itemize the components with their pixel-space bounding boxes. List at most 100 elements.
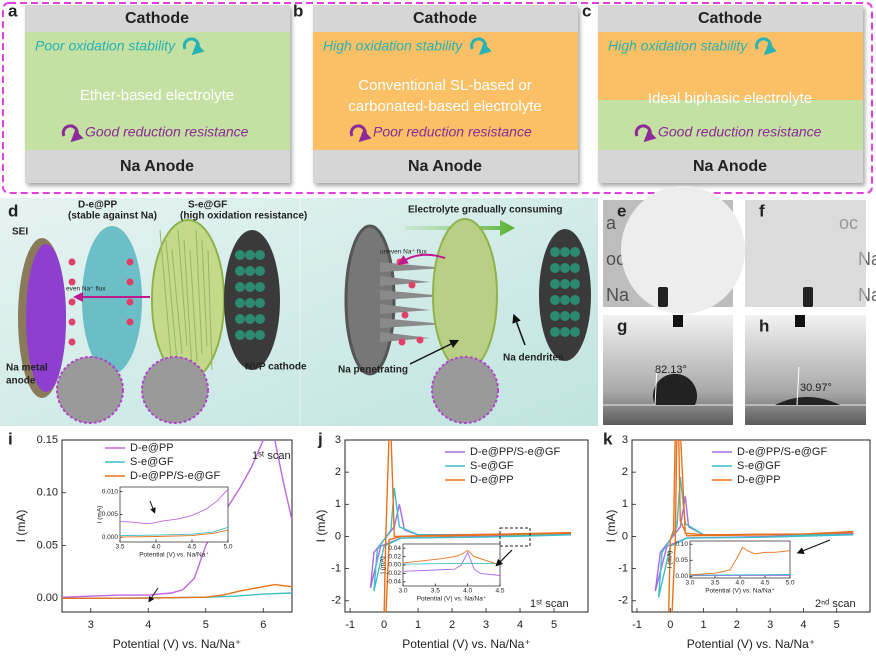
x-tick-label: 4.5 — [187, 544, 196, 551]
x-tick-label: -1 — [632, 619, 642, 631]
nvp-particle — [235, 298, 245, 308]
series-line — [657, 476, 854, 598]
fiber — [165, 239, 178, 363]
needle — [795, 315, 805, 327]
oxidation-text: High oxidation stability — [608, 38, 748, 54]
nvp-particle — [570, 263, 580, 273]
na-ion — [126, 258, 134, 266]
plot-frame — [344, 439, 589, 613]
nvp-particle — [255, 330, 265, 340]
panel-label: g — [617, 316, 627, 335]
reduction-text: Poor reduction resistance — [373, 124, 532, 140]
uneven-flux-arrow — [397, 253, 446, 265]
na-ion — [126, 278, 134, 286]
legend-label: S-e@GF — [130, 456, 174, 468]
angle-line — [796, 366, 800, 406]
penetrating-label: Na penetrating — [338, 365, 408, 376]
nvp-particle — [570, 327, 580, 337]
panel-label: j — [317, 429, 323, 448]
nvp-particle — [550, 247, 560, 257]
x-tick-label: 1 — [415, 619, 421, 631]
na-ion — [68, 318, 76, 326]
dendrite — [380, 332, 430, 342]
nvp-particle — [570, 295, 580, 305]
y-tick-label: -0.02 — [386, 570, 401, 577]
legend-label: D-e@PP/S-e@GF — [130, 470, 220, 482]
electrolyte-text: carbonated-based electrolyte — [348, 98, 541, 115]
legend-label: S-e@GF — [737, 460, 781, 472]
plot-frame — [631, 439, 871, 613]
y-axis-title: I (mA) — [97, 506, 104, 524]
na-ion — [68, 298, 76, 306]
photo-text: Na — [606, 285, 630, 305]
y-tick-label: -2 — [618, 595, 628, 607]
nvp-particle — [560, 247, 570, 257]
series-line — [690, 574, 790, 576]
fiber — [183, 239, 193, 371]
x-tick-label: 5.0 — [223, 544, 232, 551]
na-ion — [401, 311, 409, 319]
x-axis-title: Potential (V) vs. Na/Na⁺ — [687, 637, 815, 651]
legend-label: S-e@GF — [470, 460, 514, 472]
electrolyte-text: Ideal biphasic electrolyte — [648, 90, 812, 107]
fiber — [195, 229, 203, 355]
nvp-particle — [550, 327, 560, 337]
nvp-particle — [550, 279, 560, 289]
photo-text: Na metal anc — [858, 285, 876, 305]
nvp-particle — [560, 263, 570, 273]
x-tick-label: 4 — [800, 619, 806, 631]
inset-frame — [402, 543, 501, 587]
y-tick-label: 2 — [335, 466, 341, 478]
tweezers — [803, 287, 813, 307]
cathode-label: Cathode — [413, 10, 477, 27]
oxidation-text: High oxidation stability — [323, 38, 463, 54]
electrolyte-layer — [598, 32, 863, 100]
x-tick-label: 6 — [260, 619, 266, 631]
x-tick-label: 0 — [381, 619, 387, 631]
series-line — [403, 562, 500, 565]
y-tick-label: -2 — [331, 595, 341, 607]
x-axis-title: Potential (V) vs. Na/Na⁺ — [113, 637, 241, 651]
anode-label: anode — [6, 376, 36, 387]
y-tick-label: 0 — [335, 530, 341, 542]
contact-angle: 30.97° — [800, 382, 832, 394]
y-axis-title: I (mA) — [380, 556, 387, 574]
x-tick-label: 4.0 — [151, 544, 160, 551]
panel-label: a — [8, 1, 18, 20]
zoom-box — [499, 527, 531, 547]
y-tick-label: 1 — [622, 498, 628, 510]
series-line — [690, 546, 790, 576]
y-tick-label: 1 — [335, 498, 341, 510]
zoom-circle — [56, 356, 124, 424]
series-line — [62, 583, 292, 599]
panel-label: b — [293, 1, 303, 20]
y-tick-label: 0.005 — [102, 511, 119, 518]
x-tick-label: 3.5 — [710, 580, 719, 587]
y-tick-label: 0.15 — [37, 434, 58, 446]
even-flux-label: even Na⁺ flux — [66, 286, 106, 293]
x-tick-label: 2 — [449, 619, 455, 631]
y-tick-label: -0.04 — [386, 579, 401, 586]
y-tick-label: 0.05 — [37, 539, 58, 551]
fiber — [189, 249, 198, 363]
photo-text: oc — [839, 213, 858, 233]
x-tick-label: -1 — [345, 619, 355, 631]
legend-label: D-e@PP/S-e@GF — [737, 446, 827, 458]
dendrite — [380, 262, 445, 272]
separator-disc — [621, 186, 745, 314]
uneven-flux-label: uneven Na⁺ flux — [380, 249, 428, 256]
swirl-arrow — [349, 124, 372, 143]
nvp-particle — [560, 279, 570, 289]
legend-label: D-e@PP — [130, 442, 174, 454]
fiber — [159, 229, 173, 371]
na-anode — [26, 244, 66, 392]
na-ion — [68, 338, 76, 346]
x-tick-label: 4.0 — [735, 580, 744, 587]
x-axis-title: Potential (V) vs. Na/Na⁺ — [402, 637, 530, 651]
fiber — [171, 249, 183, 355]
na-ion — [68, 278, 76, 286]
x-axis-title: Potential (V) vs. Na/Na⁺ — [417, 596, 487, 603]
nvp-particle — [560, 311, 570, 321]
series-line — [120, 488, 228, 525]
y-tick-label: 3 — [335, 434, 341, 446]
